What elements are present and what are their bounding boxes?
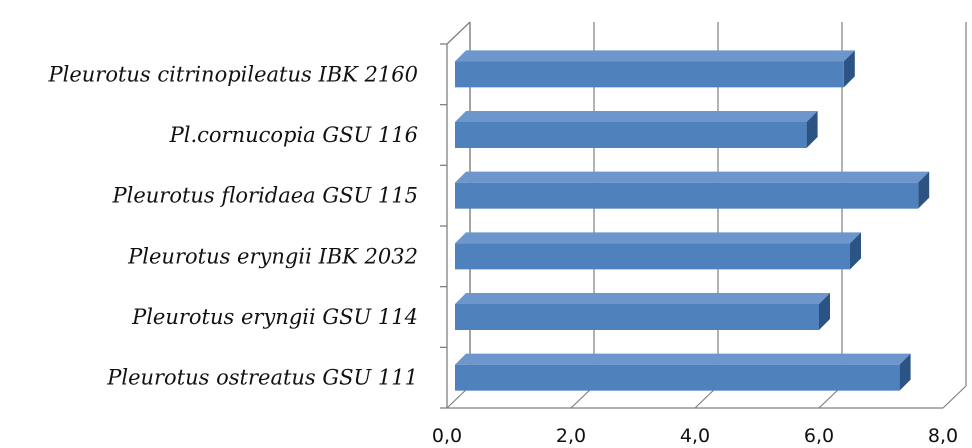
x-tick-label: 4,0 [680, 425, 710, 447]
category-label: Pleurotus eryngii IBK 2032 [127, 244, 418, 268]
floor-gridline [942, 385, 967, 409]
bar-side [899, 353, 911, 391]
x-tick-label: 2,0 [556, 425, 586, 447]
category-labels: Pleurotus ostreatus GSU 111 Pleurotus ery… [47, 62, 418, 389]
bar-front [455, 61, 844, 88]
bars [455, 50, 930, 391]
bar-front [455, 243, 850, 270]
bar-top [455, 171, 930, 183]
x-tick-label: 8,0 [928, 425, 958, 447]
bar [455, 353, 911, 391]
bar-top [455, 50, 855, 62]
category-label: Pl.cornucopia GSU 116 [169, 123, 418, 147]
bar-side [850, 232, 861, 270]
bar [455, 111, 818, 148]
bar-top [455, 353, 911, 365]
bar-side [806, 111, 818, 148]
bar-top [455, 232, 861, 244]
bar [455, 293, 830, 330]
bar-front [455, 304, 819, 330]
x-tick-labels: 0,0 2,0 4,0 6,0 8,0 [432, 425, 958, 447]
bar [455, 171, 930, 209]
bar-front [455, 182, 919, 209]
category-label: Pleurotus eryngii GSU 114 [131, 305, 418, 329]
bar-front [455, 364, 900, 391]
category-label: Pleurotus ostreatus GSU 111 [106, 366, 418, 390]
bar-top [455, 111, 818, 122]
bar-front [455, 122, 807, 148]
bar-top [455, 293, 830, 304]
bar-side [819, 293, 830, 330]
bar-side [843, 50, 855, 88]
category-label: Pleurotus citrinopileatus IBK 2160 [47, 62, 418, 86]
x-tick-label: 6,0 [804, 425, 834, 447]
wall-top-edge [446, 21, 471, 45]
bar [455, 50, 855, 88]
bar [455, 232, 861, 270]
bar-side [918, 171, 930, 209]
x-tick-label: 0,0 [432, 425, 462, 447]
category-label: Pleurotus floridaea GSU 115 [111, 184, 418, 208]
